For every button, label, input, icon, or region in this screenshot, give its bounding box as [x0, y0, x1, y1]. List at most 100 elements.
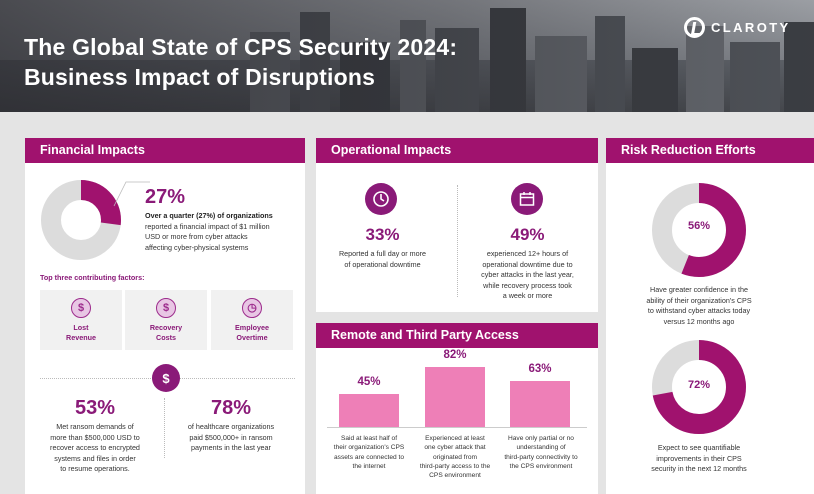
- factor-recovery-costs: $ Recovery Costs: [125, 290, 207, 350]
- downtime-hours-line: while recovery process took: [483, 280, 572, 290]
- claroty-logo-icon: [684, 17, 705, 38]
- risk-line: ability of their organization's CPS: [646, 295, 752, 305]
- factor-employee-overtime: ◷ Employee Overtime: [211, 290, 293, 350]
- title-line-1: The Global State of CPS Security 2024:: [24, 34, 458, 60]
- financial-stat: 27%: [145, 186, 186, 208]
- risk-donut-1-label: 56%: [687, 220, 711, 232]
- claroty-logo: CLAROTY: [684, 17, 791, 38]
- risk-donut-2-description: Expect to see quantifiable improvements …: [622, 443, 776, 475]
- risk-line: Expect to see quantifiable: [657, 443, 741, 452]
- clock-icon: [365, 183, 397, 215]
- healthcare-stat: 78%: [210, 397, 252, 419]
- hero-shade: [0, 0, 814, 112]
- logo-text: CLAROTY: [711, 20, 791, 35]
- category-line: third-party connectivity to: [504, 453, 578, 461]
- chart-baseline: [327, 427, 587, 428]
- risk-donut-chart-56: [652, 183, 746, 277]
- risk-line: security in the next 12 months: [651, 464, 747, 473]
- financial-desc-line: USD or more from cyber attacks: [145, 232, 248, 241]
- category-line: understanding of: [516, 444, 566, 452]
- ransom-stat: 53%: [74, 397, 116, 419]
- factor-label-line: Revenue: [66, 333, 96, 342]
- divider: [457, 185, 458, 297]
- financial-description: Over a quarter (27%) of organizations re…: [145, 211, 305, 253]
- downtime-hours-line: experienced 12+ hours of: [486, 249, 569, 258]
- factor-label: Lost Revenue: [40, 323, 122, 343]
- ransom-line: systems and files in order: [54, 453, 136, 463]
- healthcare-line: of healthcare organizations: [187, 422, 275, 431]
- factor-label-line: Recovery: [149, 323, 183, 332]
- factors-heading: Top three contributing factors:: [40, 273, 145, 282]
- downtime-hours-line: a week or more: [502, 291, 553, 300]
- factor-label: Employee Overtime: [211, 323, 293, 343]
- factor-label-line: Lost: [73, 323, 89, 332]
- category-line: Experienced at least: [425, 435, 485, 442]
- bar-value-label: 82%: [443, 349, 467, 361]
- downtime-day-line: of operational downtime: [344, 259, 421, 269]
- downtime-day-stat: 33%: [365, 225, 400, 244]
- category-line: Have only partial or no: [508, 435, 574, 442]
- bar-third-party-attack: [425, 367, 485, 427]
- risk-line: versus 12 months ago: [663, 316, 735, 326]
- operational-impacts-heading: Operational Impacts: [316, 138, 598, 163]
- downtime-hours-stat: 49%: [510, 225, 545, 244]
- dollar-icon: $: [156, 298, 176, 318]
- category-line: Said at least half of: [340, 435, 398, 442]
- category-line: their organization's CPS: [333, 444, 405, 452]
- financial-desc-bold: Over a quarter (27%) of organizations: [145, 211, 273, 220]
- downtime-hours-line: cyber attacks in the last year,: [481, 270, 574, 279]
- downtime-hours-description: experienced 12+ hours of operational dow…: [470, 249, 585, 302]
- financial-desc-line: reported a financial impact of $1 millio…: [145, 221, 270, 231]
- dollar-down-icon: $: [71, 298, 91, 318]
- financial-impacts-heading: Financial Impacts: [25, 138, 305, 163]
- donut-arc-27: [41, 180, 121, 260]
- category-line: one cyber attack that: [424, 444, 486, 452]
- financial-desc-line: affecting cyber-physical systems: [145, 242, 249, 252]
- donut-arc-56: [652, 183, 746, 277]
- page-title: The Global State of CPS Security 2024: B…: [24, 32, 457, 92]
- risk-reduction-heading: Risk Reduction Efforts: [606, 138, 814, 163]
- factor-lost-revenue: $ Lost Revenue: [40, 290, 122, 350]
- bar-category-label: Have only partial or no understanding of…: [498, 434, 584, 471]
- risk-donut-chart-72: [652, 340, 746, 434]
- category-line: third-party access to the: [419, 462, 491, 470]
- ransom-line: more than $500,000 USD to: [50, 432, 140, 442]
- factor-label-line: Costs: [156, 333, 176, 342]
- category-line: the CPS environment: [509, 462, 573, 470]
- bar-internet-connected: [339, 394, 399, 427]
- ransom-line: to resume operations.: [60, 464, 130, 473]
- category-line: originated from: [433, 453, 477, 461]
- factor-label-line: Overtime: [236, 333, 268, 342]
- ransom-line: recover access to encrypted: [50, 443, 140, 452]
- bar-value-label: 63%: [528, 362, 552, 375]
- healthcare-description: of healthcare organizations paid $500,00…: [176, 422, 286, 454]
- bar-category-label: Experienced at least one cyber attack th…: [412, 434, 498, 480]
- bar-partial-understanding: [510, 380, 570, 427]
- risk-line: to withstand cyber attacks today: [647, 306, 751, 315]
- factor-label: Recovery Costs: [125, 323, 207, 343]
- donut-arc-72: [652, 340, 746, 434]
- risk-line: improvements in their CPS: [656, 453, 742, 463]
- downtime-hours-line: operational downtime due to: [482, 259, 573, 269]
- remote-access-heading: Remote and Third Party Access: [316, 323, 598, 348]
- factor-label-line: Employee: [235, 323, 269, 332]
- risk-line: Have greater confidence in the: [650, 285, 748, 294]
- risk-donut-2-label: 72%: [687, 379, 711, 391]
- downtime-day-description: Reported a full day or more of operation…: [330, 249, 435, 270]
- calendar-icon: [511, 183, 543, 215]
- category-line: assets are connected to: [333, 453, 404, 461]
- hero-banner: The Global State of CPS Security 2024: B…: [0, 0, 814, 112]
- risk-donut-1-description: Have greater confidence in the ability o…: [622, 285, 776, 327]
- category-line: the internet: [352, 462, 386, 470]
- bar-category-label: Said at least half of their organization…: [326, 434, 412, 471]
- leader-line: [113, 181, 150, 207]
- downtime-day-line: Reported a full day or more: [338, 249, 427, 258]
- dollar-circle-icon: $: [152, 364, 180, 392]
- ransom-description: Met ransom demands of more than $500,000…: [40, 422, 150, 475]
- financial-donut-chart: [41, 180, 121, 260]
- ransom-line: Met ransom demands of: [56, 422, 134, 431]
- healthcare-line: paid $500,000+ in ransom: [189, 432, 273, 442]
- clock-icon: ◷: [242, 298, 262, 318]
- title-line-2: Business Impact of Disruptions: [24, 64, 376, 90]
- healthcare-line: payments in the last year: [191, 443, 271, 452]
